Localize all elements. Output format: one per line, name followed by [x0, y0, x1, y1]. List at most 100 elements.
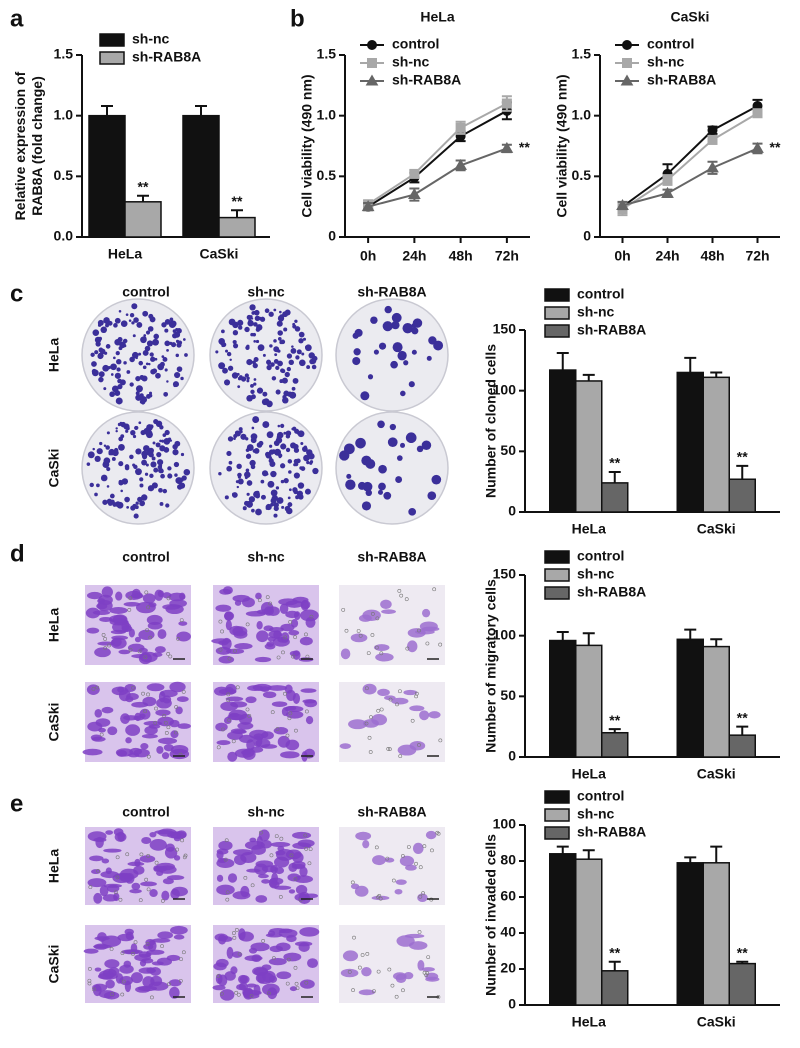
cell	[268, 877, 278, 888]
cell	[98, 727, 106, 733]
pore	[91, 687, 96, 691]
cell	[169, 986, 180, 999]
cell	[221, 637, 232, 650]
colony	[270, 497, 277, 504]
pore	[96, 868, 100, 873]
cell	[218, 840, 233, 851]
column-label: sh-RAB8A	[357, 549, 426, 565]
colony	[284, 309, 291, 316]
legend-swatch	[99, 51, 125, 65]
chart-title: CaSki	[671, 9, 710, 25]
colony	[132, 334, 136, 338]
colony	[99, 441, 103, 446]
colony	[95, 456, 99, 460]
legend-label: control	[647, 36, 694, 52]
cell	[350, 633, 368, 643]
cell	[130, 593, 144, 599]
cell	[93, 892, 103, 904]
colony	[292, 443, 299, 450]
significance: **	[232, 193, 243, 209]
colony	[282, 397, 289, 404]
colony	[246, 480, 253, 486]
colony	[294, 319, 298, 323]
pore	[216, 974, 221, 979]
cell	[130, 972, 143, 984]
colony	[174, 440, 181, 447]
pore	[269, 853, 274, 858]
pore	[283, 635, 288, 640]
marker	[365, 74, 379, 86]
pore	[293, 965, 298, 970]
cell	[177, 723, 191, 729]
legend-label: sh-RAB8A	[647, 72, 716, 88]
pore	[276, 655, 281, 660]
pore	[410, 718, 415, 723]
cell	[409, 705, 425, 712]
colony	[266, 400, 273, 408]
legend-swatch	[544, 568, 570, 582]
pore	[418, 865, 423, 870]
colony	[143, 334, 147, 337]
colony	[114, 372, 122, 379]
bar	[575, 858, 603, 1006]
pore	[118, 897, 123, 902]
plate	[209, 411, 323, 525]
legend-swatch	[544, 324, 570, 338]
cell	[141, 837, 152, 845]
colony	[155, 442, 161, 448]
pore	[231, 739, 236, 744]
colony	[311, 355, 318, 362]
marker	[501, 98, 512, 109]
colony	[258, 440, 264, 446]
pore	[91, 987, 96, 992]
cell	[417, 893, 428, 902]
colony	[106, 485, 110, 488]
significance: **	[737, 945, 748, 961]
colony	[412, 318, 423, 328]
colony	[300, 466, 306, 471]
pore	[224, 838, 229, 843]
significance: **	[609, 455, 620, 471]
pore	[438, 738, 443, 743]
colony	[234, 430, 241, 437]
cell	[339, 743, 352, 749]
cell	[297, 839, 315, 848]
colony	[261, 470, 269, 477]
pore	[109, 947, 114, 951]
colony	[352, 356, 361, 366]
cell	[280, 632, 290, 643]
colony	[267, 362, 271, 366]
colony	[250, 332, 254, 337]
pore	[101, 633, 106, 637]
pore	[288, 711, 293, 716]
colony	[144, 345, 151, 352]
error-bar	[736, 464, 749, 480]
cell	[149, 967, 161, 976]
y-tick-label: 20	[500, 960, 516, 976]
colony	[408, 381, 415, 388]
cell	[99, 885, 109, 897]
cell	[154, 830, 174, 835]
x-tick-label: 24h	[655, 248, 679, 264]
error-bar	[195, 104, 207, 116]
colony	[150, 356, 156, 362]
cell	[147, 621, 163, 630]
colony	[151, 482, 158, 489]
pore	[304, 632, 308, 637]
cell	[232, 594, 251, 602]
cell	[123, 960, 132, 968]
pore	[294, 728, 298, 733]
colony	[255, 339, 260, 344]
colony	[180, 452, 185, 457]
colony	[227, 365, 234, 371]
colony	[382, 321, 393, 332]
cell	[162, 604, 181, 610]
colony	[163, 438, 171, 445]
colony	[113, 323, 118, 328]
plate	[335, 298, 449, 412]
legend-label: control	[577, 548, 624, 564]
bar	[549, 369, 577, 513]
cell	[140, 743, 149, 750]
y-tick-label: 80	[500, 852, 516, 868]
